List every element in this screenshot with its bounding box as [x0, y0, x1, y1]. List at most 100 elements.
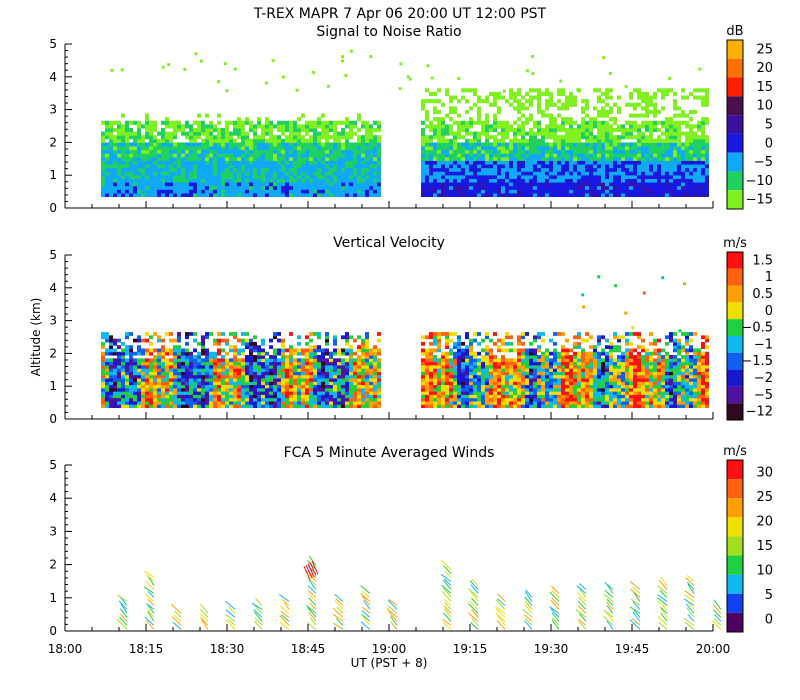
- velocity-cell: [189, 387, 193, 392]
- snr-cell: [545, 106, 549, 111]
- velocity-cell: [237, 384, 241, 389]
- velocity-cell: [369, 400, 373, 405]
- velocity-cell: [261, 364, 265, 369]
- snr-cell: [613, 117, 617, 122]
- velocity-cell: [421, 387, 425, 392]
- snr-cell: [697, 178, 701, 183]
- snr-cell: [309, 160, 313, 165]
- snr-cell: [201, 156, 205, 161]
- snr-cell: [133, 135, 137, 140]
- snr-cell: [525, 99, 529, 104]
- snr-cell: [557, 164, 561, 169]
- velocity-cell: [157, 335, 161, 340]
- velocity-cell: [297, 391, 301, 395]
- velocity-cell: [209, 368, 213, 372]
- snr-cell: [121, 192, 125, 198]
- snr-cell: [449, 178, 453, 183]
- snr-cell: [477, 160, 481, 165]
- snr-cell: [205, 127, 209, 133]
- snr-cell: [241, 156, 245, 161]
- velocity-cell: [229, 394, 233, 399]
- snr-cell: [465, 156, 469, 161]
- snr-cell: [213, 135, 217, 140]
- velocity-cell: [329, 371, 333, 376]
- snr-cell: [293, 174, 297, 179]
- velocity-cell: [197, 378, 201, 382]
- snr-cell: [433, 131, 437, 136]
- snr-cell: [241, 192, 245, 198]
- snr-cell: [169, 178, 173, 183]
- velocity-cell: [253, 397, 257, 402]
- velocity-cell: [441, 358, 445, 363]
- snr-cell: [541, 185, 545, 190]
- snr-cell: [183, 67, 187, 71]
- snr-cell: [597, 189, 601, 194]
- snr-cell: [113, 174, 117, 179]
- snr-cell: [133, 189, 137, 194]
- snr-cell: [177, 120, 181, 125]
- velocity-cell: [365, 394, 369, 399]
- velocity-cell: [113, 364, 117, 369]
- velocity-cell: [457, 368, 461, 372]
- snr-cell: [617, 149, 621, 154]
- snr-cell: [377, 164, 381, 169]
- velocity-cell: [445, 358, 449, 363]
- snr-cell: [145, 189, 149, 194]
- snr-cell: [497, 160, 501, 165]
- snr-cell: [421, 131, 425, 136]
- velocity-cell: [121, 381, 125, 386]
- velocity-cell: [173, 355, 177, 359]
- snr-cell: [529, 171, 533, 176]
- snr-cell: [249, 127, 253, 133]
- velocity-cell: [493, 387, 497, 392]
- snr-cell: [113, 164, 117, 169]
- snr-cell: [129, 127, 133, 133]
- velocity-cell: [213, 338, 217, 343]
- snr-cell: [577, 146, 581, 151]
- velocity-cell: [165, 384, 169, 389]
- snr-cell: [653, 171, 657, 176]
- snr-cell: [117, 127, 121, 133]
- snr-cell: [217, 142, 221, 147]
- snr-cell: [185, 124, 189, 129]
- snr-cell: [429, 127, 433, 133]
- snr-cell: [465, 109, 469, 115]
- velocity-cell: [125, 335, 129, 340]
- velocity-cell: [325, 381, 329, 386]
- velocity-cell: [257, 348, 261, 353]
- snr-cell: [293, 185, 297, 190]
- snr-cell: [625, 174, 629, 179]
- velocity-cell: [369, 364, 373, 369]
- snr-cell: [321, 182, 325, 187]
- velocity-cell: [509, 391, 513, 395]
- snr-cell: [269, 160, 273, 165]
- velocity-cell: [281, 404, 285, 409]
- snr-cell: [373, 127, 377, 133]
- velocity-cell: [165, 394, 169, 399]
- snr-cell: [465, 185, 469, 190]
- snr-cell: [581, 149, 585, 154]
- snr-cell: [181, 167, 185, 172]
- snr-cell: [669, 146, 673, 151]
- y-tick-label: 5: [49, 37, 57, 51]
- velocity-cell: [273, 348, 277, 353]
- velocity-cell: [477, 332, 481, 336]
- snr-cell: [265, 138, 269, 143]
- snr-cell: [221, 127, 225, 133]
- snr-cell: [429, 146, 433, 151]
- velocity-cell: [377, 358, 381, 363]
- snr-cell: [333, 185, 337, 190]
- snr-cell: [293, 156, 297, 161]
- snr-cell: [545, 88, 549, 93]
- velocity-cell: [101, 394, 105, 399]
- snr-cell: [621, 174, 625, 179]
- velocity-cell: [125, 391, 129, 395]
- snr-cell: [205, 138, 209, 143]
- velocity-cell: [125, 404, 129, 409]
- velocity-cell: [489, 338, 493, 343]
- velocity-cell: [325, 368, 329, 372]
- velocity-cell: [305, 364, 309, 369]
- snr-cell: [565, 127, 569, 133]
- snr-cell: [301, 153, 305, 158]
